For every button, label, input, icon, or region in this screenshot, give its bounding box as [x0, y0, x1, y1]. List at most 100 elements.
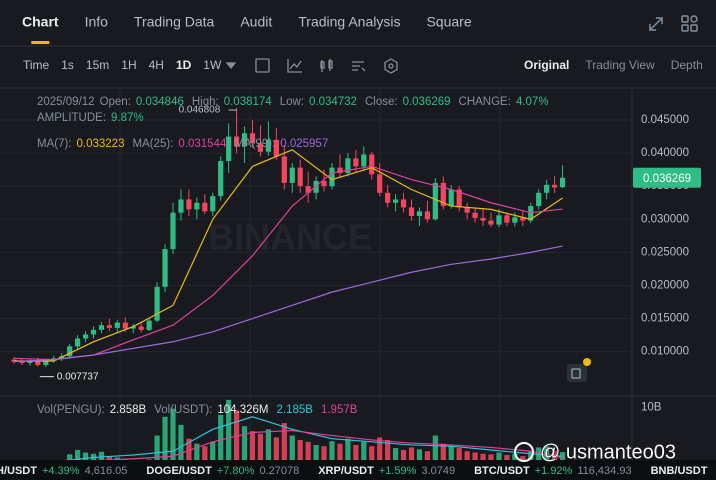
candle-body: [480, 217, 486, 221]
interval[interactable]: 4H: [149, 58, 164, 72]
volume-bar: [146, 459, 152, 460]
candle-body: [82, 334, 89, 339]
toolbar-icons: [225, 58, 398, 74]
tab[interactable]: Square: [426, 14, 471, 30]
candle-body: [504, 215, 510, 223]
candle-body: [162, 249, 168, 287]
interval[interactable]: 1s: [61, 58, 74, 72]
volume-bar: [472, 452, 478, 460]
volume-bar: [377, 437, 383, 460]
ticker-pair[interactable]: BNB/USDT: [651, 465, 708, 477]
tab[interactable]: Trading Analysis: [298, 14, 400, 30]
dropdown-icon[interactable]: [225, 62, 237, 70]
interval[interactable]: 1W: [203, 58, 222, 72]
y-tick-label: 0.030000: [641, 213, 689, 225]
volume-bar: [528, 451, 534, 460]
calendar-icon[interactable]: [255, 58, 270, 73]
volume-bar: [265, 429, 271, 460]
candle-body: [377, 174, 383, 193]
candle-body: [257, 143, 264, 152]
candle-icon[interactable]: [320, 59, 333, 72]
candle-body: [297, 167, 303, 187]
ma-label: MA(99):: [234, 138, 275, 150]
candle-body: [11, 359, 17, 362]
view-option[interactable]: Original: [524, 58, 569, 72]
tab[interactable]: Trading Data: [134, 14, 215, 30]
candle-body: [472, 212, 478, 218]
candle-body: [512, 217, 518, 223]
candle-body: [353, 158, 359, 167]
candle-body: [210, 196, 216, 212]
view-option[interactable]: Trading View: [585, 58, 655, 72]
ticker-pair[interactable]: DOGE/USDT: [146, 465, 212, 477]
info-label: Close:: [365, 96, 398, 108]
y-tick-label: 0.040000: [641, 147, 689, 159]
ticker-change: +1.92%: [535, 465, 573, 477]
hex-icon[interactable]: [384, 58, 398, 74]
price-tag-text: 0.036269: [643, 173, 691, 185]
info-value: 0.036269: [403, 96, 451, 108]
candle-body: [281, 156, 287, 183]
candle-body: [130, 326, 136, 329]
volume-bar: [456, 448, 462, 460]
candle-body: [552, 184, 558, 188]
candle-body: [448, 189, 454, 207]
candle-body: [98, 325, 105, 330]
info-value: 4.07%: [516, 96, 549, 108]
ticker-pair[interactable]: XRP/USDT: [318, 465, 374, 477]
volume-bar: [114, 457, 120, 460]
candle-body: [456, 189, 462, 208]
volume-bar: [210, 441, 216, 460]
info-value: 0.034732: [309, 96, 357, 108]
ma-label: MA(7):: [37, 138, 72, 150]
ticker-pair[interactable]: H/USDT: [0, 465, 37, 477]
volume-bar: [170, 408, 176, 460]
candle-body: [337, 167, 343, 173]
candle-body: [178, 199, 184, 213]
volume-bar: [154, 435, 160, 460]
tab[interactable]: Audit: [240, 14, 272, 30]
info-value: 0.038174: [224, 96, 273, 108]
interval[interactable]: 15m: [86, 58, 109, 72]
interval[interactable]: 1D: [176, 58, 192, 72]
volume-bar: [321, 446, 327, 460]
tab[interactable]: Chart: [22, 14, 59, 30]
candle-body: [234, 136, 240, 147]
candle-body: [393, 199, 399, 203]
user-watermark-text: @ usmanteo03: [540, 441, 676, 463]
grid-icon[interactable]: [681, 15, 689, 23]
info-label: AMPLITUDE:: [37, 112, 106, 124]
volume-bar: [544, 446, 550, 460]
tab-bar: [0, 0, 716, 46]
candle-body: [19, 361, 25, 363]
ticker-change: +1.59%: [379, 465, 417, 477]
low-label: 0.007737: [57, 371, 99, 382]
settings-icon[interactable]: [352, 61, 366, 72]
tab[interactable]: Info: [85, 14, 109, 30]
candle-body: [35, 360, 41, 365]
candle-body: [440, 182, 446, 207]
expand-icon[interactable]: [649, 17, 663, 31]
interval[interactable]: 1H: [121, 58, 136, 72]
view-option[interactable]: Depth: [671, 58, 703, 72]
y-tick-label: 0.010000: [641, 346, 689, 358]
high-label: 0.046808: [179, 105, 221, 116]
y-tick-label: 0.025000: [641, 246, 689, 258]
volume-value: 2.858B: [110, 404, 147, 416]
volume-bar: [480, 453, 486, 460]
interval: Time: [23, 58, 50, 72]
candle-body: [75, 338, 81, 347]
alert-icon[interactable]: [567, 358, 591, 382]
volume-value: 1.957B: [321, 404, 358, 416]
y-tick-label: 0.045000: [641, 114, 689, 126]
ticker-pair[interactable]: BTC/USDT: [474, 465, 530, 477]
candle-body: [170, 212, 176, 250]
volume-bar: [98, 451, 105, 460]
info-value: 0.034846: [136, 96, 184, 108]
candle-body: [464, 207, 470, 213]
ticker-bar: [0, 460, 716, 480]
ticker-change: +7.80%: [217, 465, 255, 477]
y-tick-label: 0.015000: [641, 313, 689, 325]
ticker-price: 4,616.05: [85, 465, 128, 477]
indicator-icon[interactable]: [287, 59, 302, 73]
